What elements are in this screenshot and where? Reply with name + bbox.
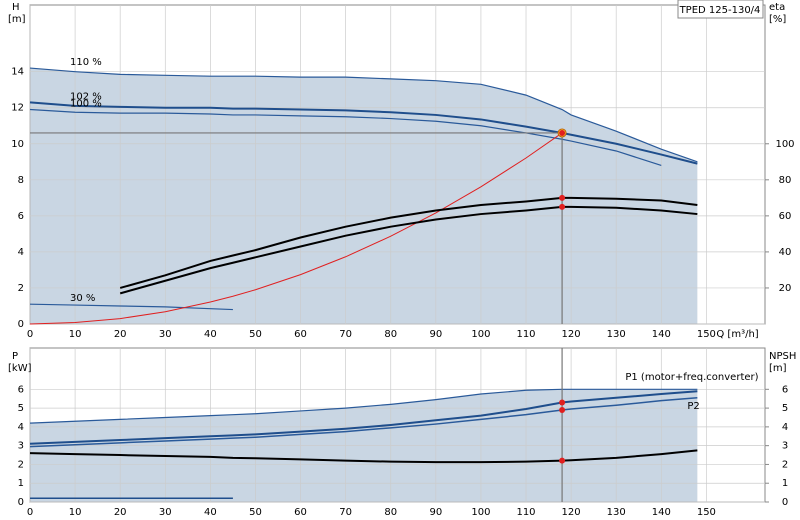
- y2-tick-label: 6: [782, 384, 788, 395]
- y2-tick-label: 3: [782, 441, 788, 452]
- curve: [119, 205, 698, 295]
- y-axis-label: H: [12, 2, 20, 13]
- curve: [29, 449, 698, 464]
- curve: [29, 101, 698, 165]
- x-tick-label: 30: [159, 329, 172, 340]
- x-tick-label: 50: [249, 507, 262, 518]
- x-tick-label: 60: [294, 329, 307, 340]
- x-tick-label: 80: [384, 507, 397, 518]
- y2-axis-unit: [m]: [769, 363, 787, 374]
- x-tick-label: 100: [471, 507, 490, 518]
- x-tick-label: 110: [516, 329, 535, 340]
- y-tick-label: 14: [11, 67, 24, 78]
- x-tick-label: 80: [384, 329, 397, 340]
- x-tick-label: 140: [652, 507, 671, 518]
- x-tick-label: 90: [429, 329, 442, 340]
- duty-marker: [559, 457, 566, 464]
- curve: [29, 303, 233, 311]
- x-tick-label: 10: [69, 507, 82, 518]
- title-box: [677, 0, 764, 19]
- curve: [29, 67, 698, 163]
- x-axis-label: Q [m³/h]: [716, 329, 758, 340]
- x-tick-label: 70: [339, 329, 352, 340]
- y-tick-label: 4: [18, 422, 24, 433]
- curve: [29, 397, 698, 448]
- duty-marker: [559, 399, 566, 406]
- y-tick-label: 8: [18, 175, 24, 186]
- y-tick-label: 1: [18, 478, 24, 489]
- y2-tick-label: 100: [775, 139, 794, 150]
- x-tick-label: 40: [204, 329, 217, 340]
- x-tick-label: 50: [249, 329, 262, 340]
- x-tick-label: 90: [429, 507, 442, 518]
- operating-range: [30, 68, 698, 324]
- curve-label: P2: [687, 401, 699, 412]
- x-tick-label: 20: [114, 329, 127, 340]
- y2-axis-label: eta: [769, 2, 785, 13]
- y-tick-label: 0: [18, 497, 24, 508]
- y-tick-label: 0: [18, 319, 24, 330]
- y-tick-label: 4: [18, 247, 24, 258]
- curve: [29, 388, 698, 424]
- x-tick-label: 30: [159, 507, 172, 518]
- y-axis-unit: [kW]: [8, 363, 32, 374]
- x-tick-label: 110: [516, 507, 535, 518]
- x-tick-label: 10: [69, 329, 82, 340]
- y-axis-label: P: [12, 351, 18, 362]
- x-tick-label: 150: [697, 507, 716, 518]
- y2-tick-label: 40: [779, 247, 792, 258]
- x-tick-label: 0: [27, 507, 33, 518]
- y-axis-unit: [m]: [8, 14, 26, 25]
- x-tick-label: 130: [607, 507, 626, 518]
- y2-tick-label: 80: [779, 175, 792, 186]
- curve-label: 110 %: [70, 57, 102, 68]
- curve: [119, 196, 698, 289]
- x-tick-label: 20: [114, 507, 127, 518]
- y2-tick-label: 20: [779, 283, 792, 294]
- y2-tick-label: 1: [782, 478, 788, 489]
- y2-axis-unit: [%]: [769, 14, 786, 25]
- x-tick-label: 0: [27, 329, 33, 340]
- y2-tick-label: 2: [782, 459, 788, 470]
- x-tick-label: 130: [607, 329, 626, 340]
- duty-marker: [559, 406, 566, 413]
- curve-label: 100 %: [70, 99, 102, 110]
- x-tick-label: 40: [204, 507, 217, 518]
- curve-label: 102 %: [70, 91, 102, 102]
- y-tick-label: 3: [18, 441, 24, 452]
- curve: [29, 390, 698, 445]
- x-tick-label: 140: [652, 329, 671, 340]
- y-tick-label: 6: [18, 384, 24, 395]
- y2-tick-label: 5: [782, 403, 788, 414]
- x-tick-label: 60: [294, 507, 307, 518]
- y2-axis-label: NPSH: [769, 351, 796, 362]
- x-tick-label: 120: [562, 507, 581, 518]
- y-tick-label: 10: [11, 139, 24, 150]
- duty-marker: [559, 194, 566, 201]
- y-tick-label: 5: [18, 403, 24, 414]
- y-tick-label: 6: [18, 211, 24, 222]
- y2-tick-label: 60: [779, 211, 792, 222]
- duty-marker: [559, 129, 566, 136]
- curve: [29, 108, 662, 166]
- y-tick-label: 2: [18, 459, 24, 470]
- chart-title: TPED 125-130/4: [679, 5, 761, 16]
- y-tick-label: 2: [18, 283, 24, 294]
- y2-tick-label: 0: [782, 497, 788, 508]
- y2-tick-label: 4: [782, 422, 788, 433]
- curve-label: P1 (motor+freq.converter): [625, 372, 758, 383]
- y-tick-label: 12: [11, 103, 24, 114]
- curve: [29, 132, 563, 325]
- x-tick-label: 120: [562, 329, 581, 340]
- x-tick-label: 70: [339, 507, 352, 518]
- x-tick-label: 150: [697, 329, 716, 340]
- curve-label: 30 %: [70, 293, 95, 304]
- duty-marker: [559, 203, 566, 210]
- x-tick-label: 100: [471, 329, 490, 340]
